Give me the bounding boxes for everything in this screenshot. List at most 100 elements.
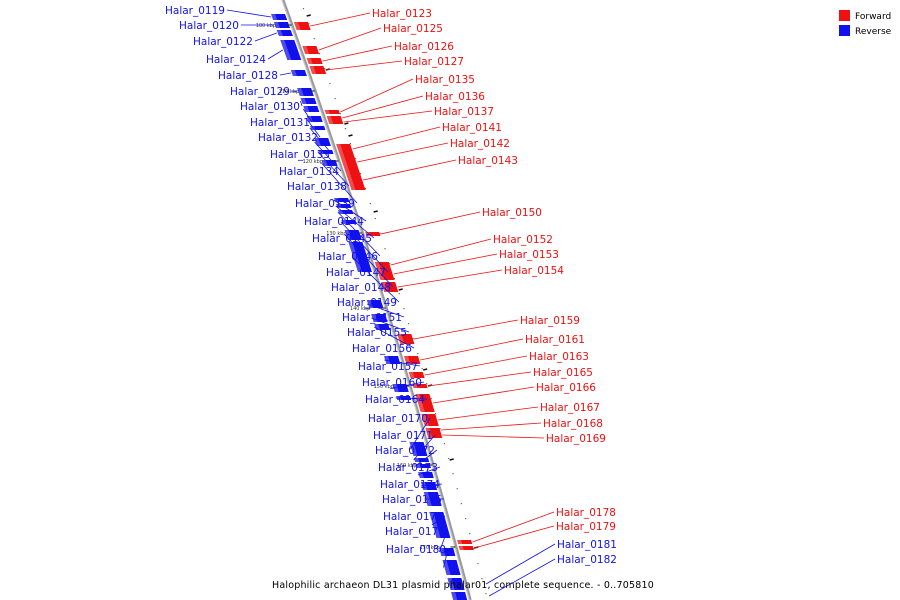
gene-label-Halar_0141: Halar_0141 (442, 122, 502, 134)
legend: Forward Reverse (839, 10, 892, 37)
reverse-gene-Halar_0131-shade (303, 106, 310, 112)
reverse-gene-Halar_0138-shade (318, 150, 324, 154)
minor-tick (473, 548, 475, 550)
marker-dash-5 (373, 210, 378, 213)
leader-Halar_0159 (413, 319, 519, 340)
leader-Halar_0122 (254, 32, 277, 42)
leader-Halar_0126 (322, 45, 393, 62)
minor-tick (481, 578, 483, 580)
leader-Halar_0165 (427, 371, 532, 387)
leader-Halar_0172 (415, 449, 438, 467)
gene-label-Halar_0154: Halar_0154 (504, 265, 564, 277)
gene-label-Halar_0135: Halar_0135 (415, 74, 475, 86)
gene-label-Halar_0163: Halar_0163 (529, 351, 589, 363)
reverse-gene-Halar_0155 (371, 314, 388, 322)
gene-label-Halar_0167: Halar_0167 (540, 402, 600, 414)
leader-Halar_0155 (371, 317, 410, 333)
gene-label-Halar_0126: Halar_0126 (394, 41, 454, 53)
leader-Halar_0168 (440, 422, 542, 431)
forward-gene-Halar_0152 (374, 262, 391, 268)
gene-label-Halar_0161: Halar_0161 (525, 334, 585, 346)
minor-tick (384, 248, 386, 250)
leader-Halar_0131 (302, 108, 313, 123)
minor-tick (465, 518, 467, 520)
forward-gene-Halar_0125-shade (302, 46, 310, 54)
leader-Halar_0125 (318, 27, 382, 51)
reverse-gene-Halar_0122 (276, 30, 293, 36)
minor-tick (452, 473, 454, 475)
gene-label-Halar_0130: Halar_0130 (240, 101, 300, 113)
forward-gene-Halar_0152-shade (374, 262, 381, 268)
forward-gene-Halar_0123 (293, 22, 311, 30)
leader-Halar_0179 (474, 525, 555, 549)
minor-tick (435, 413, 437, 415)
minor-tick (403, 308, 405, 310)
minor-tick (456, 488, 458, 490)
minor-tick (417, 353, 419, 355)
reverse-gene-Halar_0134 (314, 138, 331, 146)
gene-label-Halar_0133: Halar_0133 (270, 149, 330, 161)
reverse-gene-Halar_0177-shade (439, 548, 446, 556)
forward-gene-Halar_0135 (324, 110, 340, 114)
forward-gene-Halar_0125 (302, 46, 320, 54)
minor-tick (354, 158, 357, 160)
minor-tick (460, 503, 462, 505)
reverse-gene-Halar_0182-shade (451, 592, 458, 600)
forward-gene-Halar_0143-shade (344, 170, 356, 190)
leader-Halar_0146 (337, 211, 381, 257)
gene-label-Halar_0153: Halar_0153 (499, 249, 559, 261)
leader-Halar_0178 (472, 511, 555, 543)
reverse-gene-Halar_0181-shade (447, 578, 455, 590)
minor-tick (349, 143, 351, 145)
reverse-gene-Halar_0149 (348, 242, 372, 272)
leader-Halar_0164 (395, 397, 427, 400)
leader-Halar_0157 (384, 359, 421, 367)
gene-label-Halar_0149: Halar_0149 (337, 297, 397, 309)
gene-label-Halar_0171: Halar_0171 (373, 430, 433, 442)
minor-tick (389, 263, 391, 265)
marker-dash-9 (449, 458, 454, 461)
leader-Halar_0145 (335, 205, 375, 239)
gene-label-Halar_0182: Halar_0182 (557, 554, 617, 566)
scale-label-4: 130 kbp (326, 231, 346, 237)
leader-Halar_0142 (357, 142, 449, 163)
gene-label-Halar_0123: Halar_0123 (372, 8, 432, 20)
scale-label-3: 120 kbp (303, 159, 323, 165)
gene-label-Halar_0146: Halar_0146 (318, 251, 378, 263)
leader-Halar_0171 (413, 434, 436, 461)
forward-gene-Halar_0127 (309, 66, 327, 74)
gene-label-Halar_0152: Halar_0152 (493, 234, 553, 246)
legend-reverse-label: Reverse (855, 27, 892, 37)
reverse-gene-Halar_0124-shade (280, 40, 292, 60)
gene-label-Halar_0132: Halar_0132 (258, 132, 318, 144)
forward-gene-Halar_0150 (365, 232, 381, 236)
reverse-gene-Halar_0120-shade (273, 22, 280, 28)
leader-Halar_0127 (325, 60, 403, 71)
gene-label-Halar_0142: Halar_0142 (450, 138, 510, 150)
forward-gene-Halar_0136-shade (326, 116, 332, 120)
forward-gene-Halar_0169-shade (426, 432, 433, 438)
leader-Halar_0132 (306, 118, 321, 138)
leader-Halar_0149 (351, 256, 400, 303)
gene-tracks (271, 14, 474, 600)
gene-label-Halar_0136: Halar_0136 (425, 91, 485, 103)
minor-tick (369, 203, 371, 205)
minor-tick (339, 113, 341, 115)
gene-label-Halar_0151: Halar_0151 (342, 312, 402, 324)
forward-gene-Halar_0165-shade (412, 384, 418, 388)
leader-Halar_0137 (343, 110, 433, 123)
gene-label-Halar_0150: Halar_0150 (482, 207, 542, 219)
gene-label-Halar_0173: Halar_0173 (378, 462, 438, 474)
gene-labels: Halar_0119 Halar_0120 Halar_0122 Halar_0124… (165, 5, 617, 566)
forward-gene-Halar_0178-shade (457, 540, 463, 544)
forward-gene-Halar_0179-shade (458, 546, 464, 550)
leader-Halar_0173 (417, 466, 441, 476)
gene-label-Halar_0179: Halar_0179 (556, 521, 616, 533)
minor-tick (364, 188, 367, 190)
reverse-gene-Halar_0120 (273, 22, 290, 28)
forward-gene-Halar_0141 (336, 144, 354, 154)
legend-forward-label: Forward (855, 12, 891, 22)
reverse-gene-Halar_0147-shade (341, 220, 347, 224)
gene-label-Halar_0124: Halar_0124 (206, 54, 266, 66)
